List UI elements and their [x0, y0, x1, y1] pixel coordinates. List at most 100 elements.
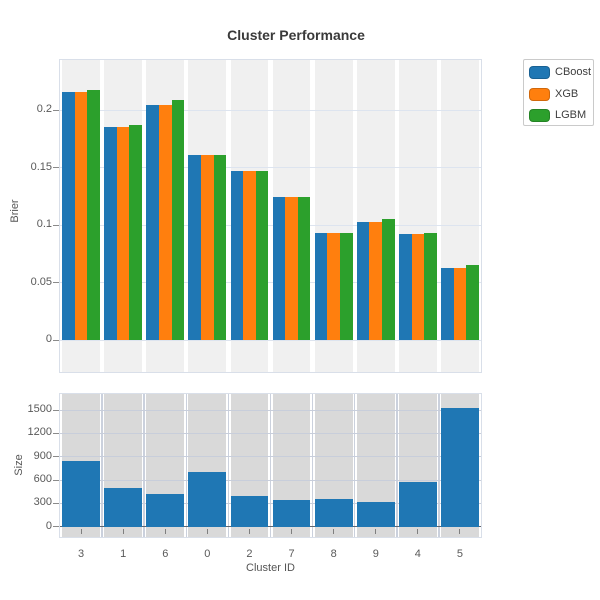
legend-item-lgbm: LGBM — [524, 105, 593, 126]
y-tick-label: 0.2 — [36, 103, 52, 116]
x-tick-label: 9 — [372, 548, 379, 560]
bar-xgb-cluster-5 — [453, 267, 467, 341]
bar-size-cluster-9 — [356, 501, 395, 527]
xgb-swatch-icon — [529, 87, 550, 101]
y-tick — [53, 409, 59, 411]
y-tick — [53, 224, 59, 226]
x-tick-label: 0 — [204, 548, 211, 560]
y-tick — [53, 282, 59, 284]
legend-label: LGBM — [555, 109, 587, 121]
y-tick — [53, 109, 59, 111]
bar-xgb-cluster-1 — [116, 127, 130, 341]
x-tick — [122, 528, 124, 534]
x-tick — [291, 528, 293, 534]
vertical-gridline — [438, 394, 440, 537]
x-tick — [459, 528, 461, 534]
bar-cboost-cluster-5 — [441, 267, 454, 341]
y-tick-label: 1200 — [27, 426, 52, 439]
bar-size-cluster-0 — [188, 472, 227, 527]
lgbm-swatch-icon — [529, 109, 550, 122]
y-tick — [53, 456, 59, 458]
y-tick-label: 0.1 — [36, 218, 52, 231]
y-tick — [53, 432, 59, 434]
x-tick — [375, 528, 377, 534]
gridline — [60, 224, 481, 226]
x-tick-label: 8 — [330, 548, 337, 560]
bar-lgbm-cluster-2 — [255, 170, 269, 341]
vertical-gridline — [396, 394, 398, 537]
bar-cboost-cluster-3 — [62, 91, 75, 341]
bar-size-cluster-8 — [314, 498, 353, 527]
size-axis-label: Size — [13, 454, 25, 476]
bar-xgb-cluster-2 — [243, 170, 256, 341]
y-tick — [53, 339, 59, 341]
y-tick-label: 0 — [45, 519, 52, 532]
vertical-gridline — [269, 394, 272, 537]
vertical-gridline — [143, 394, 145, 537]
chart-title: Cluster Performance — [227, 27, 365, 43]
gridline — [60, 456, 481, 458]
y-tick — [53, 167, 59, 169]
y-tick — [53, 479, 59, 481]
bar-cboost-cluster-4 — [398, 234, 412, 341]
vertical-gridline — [185, 394, 188, 537]
size-plot-area: 0 300 600 900 1200 1500 3 1 6 0 2 7 8 9 4 5 — [28, 393, 482, 560]
bar-lgbm-cluster-7 — [297, 197, 311, 341]
brier-axis-label: Brier — [9, 199, 21, 223]
gridline — [60, 432, 481, 434]
bar-cboost-cluster-2 — [230, 170, 244, 341]
bar-size-cluster-3 — [62, 460, 100, 527]
gridline — [60, 109, 481, 111]
x-tick — [164, 528, 166, 534]
y-tick-label: 600 — [33, 473, 52, 486]
x-axis-line — [60, 526, 481, 528]
bar-lgbm-cluster-4 — [424, 233, 437, 340]
vertical-gridline — [353, 394, 356, 537]
cboost-swatch-icon — [529, 66, 550, 79]
y-tick-label: 1500 — [27, 403, 52, 416]
legend: CBoost XGB LGBM — [523, 59, 594, 126]
bar-xgb-cluster-0 — [201, 154, 214, 341]
bar-size-cluster-1 — [104, 487, 143, 527]
y-tick-label: 300 — [33, 496, 52, 509]
bar-lgbm-cluster-9 — [382, 219, 395, 341]
x-tick-label: 6 — [162, 548, 169, 560]
bar-lgbm-cluster-6 — [171, 99, 185, 341]
bar-cboost-cluster-9 — [356, 221, 370, 340]
gridline — [60, 167, 481, 169]
x-tick-label: 2 — [246, 548, 253, 560]
bar-cboost-cluster-7 — [272, 197, 286, 341]
gridline — [60, 339, 481, 341]
bar-cboost-cluster-6 — [146, 105, 159, 341]
x-tick-label: 5 — [456, 548, 463, 560]
bar-xgb-cluster-3 — [74, 91, 88, 341]
x-tick-label: 4 — [414, 548, 421, 560]
brier-plot-area: 0 0.05 0.1 0.15 0.2 — [31, 59, 482, 373]
bar-xgb-cluster-7 — [285, 197, 298, 341]
x-tick-label: 7 — [288, 548, 295, 560]
bar-size-cluster-7 — [272, 499, 311, 527]
bar-xgb-cluster-6 — [158, 105, 172, 341]
gridline — [60, 479, 481, 481]
bar-cboost-cluster-8 — [314, 233, 328, 340]
bar-size-cluster-4 — [398, 482, 437, 527]
x-tick-label: 3 — [77, 548, 85, 560]
legend-item-cboost: CBoost — [524, 62, 593, 83]
bar-lgbm-cluster-3 — [87, 90, 100, 341]
y-tick-label: 0 — [45, 333, 52, 346]
y-tick — [53, 526, 59, 528]
x-tick — [206, 528, 208, 534]
bar-xgb-cluster-8 — [327, 233, 340, 340]
bar-xgb-cluster-4 — [411, 234, 425, 341]
y-tick — [53, 502, 59, 504]
x-tick — [333, 528, 335, 534]
gridline — [60, 282, 481, 284]
y-tick-label: 0.05 — [30, 275, 52, 288]
bar-size-cluster-5 — [441, 408, 479, 527]
x-axis-label: Cluster ID — [246, 562, 295, 574]
legend-item-xgb: XGB — [524, 84, 593, 105]
vertical-gridline — [101, 394, 103, 537]
legend-label: CBoost — [555, 66, 592, 78]
x-tick — [417, 528, 419, 534]
